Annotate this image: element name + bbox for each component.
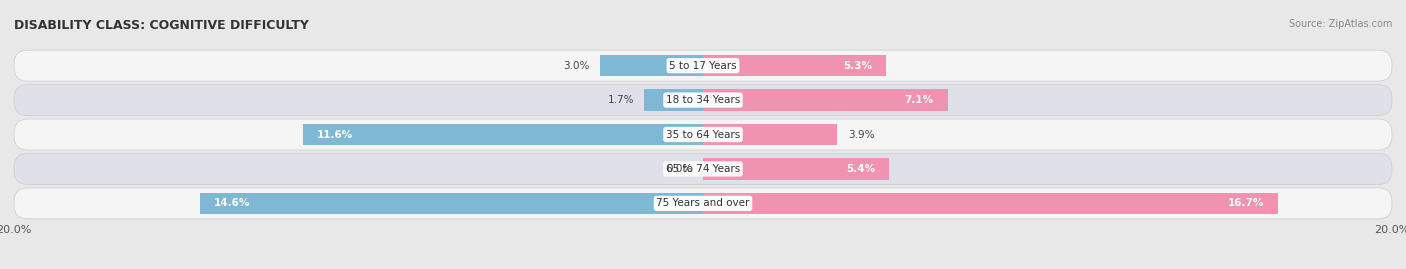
Bar (703, 124, 838, 145)
Text: Source: ZipAtlas.com: Source: ZipAtlas.com (1288, 19, 1392, 29)
Text: 5.4%: 5.4% (846, 164, 875, 174)
FancyBboxPatch shape (14, 84, 1392, 116)
Text: 11.6%: 11.6% (318, 129, 353, 140)
Legend: Male, Female: Male, Female (644, 268, 762, 269)
Text: 7.1%: 7.1% (904, 95, 934, 105)
Text: 5.3%: 5.3% (842, 61, 872, 71)
Text: 65 to 74 Years: 65 to 74 Years (666, 164, 740, 174)
Text: 0.0%: 0.0% (666, 164, 693, 174)
Text: 3.9%: 3.9% (848, 129, 875, 140)
Bar (703, 55, 886, 76)
Bar (644, 89, 703, 111)
Bar (599, 55, 703, 76)
Text: 1.7%: 1.7% (607, 95, 634, 105)
Bar (200, 193, 703, 214)
FancyBboxPatch shape (14, 188, 1392, 219)
Text: 35 to 64 Years: 35 to 64 Years (666, 129, 740, 140)
Text: 18 to 34 Years: 18 to 34 Years (666, 95, 740, 105)
FancyBboxPatch shape (14, 50, 1392, 81)
Text: DISABILITY CLASS: COGNITIVE DIFFICULTY: DISABILITY CLASS: COGNITIVE DIFFICULTY (14, 19, 309, 32)
FancyBboxPatch shape (14, 119, 1392, 150)
Bar (703, 193, 1278, 214)
Text: 75 Years and over: 75 Years and over (657, 198, 749, 208)
Text: 14.6%: 14.6% (214, 198, 250, 208)
Text: 3.0%: 3.0% (562, 61, 589, 71)
FancyBboxPatch shape (14, 153, 1392, 185)
Bar (304, 124, 703, 145)
Text: 5 to 17 Years: 5 to 17 Years (669, 61, 737, 71)
Text: 16.7%: 16.7% (1227, 198, 1264, 208)
Bar (703, 158, 889, 180)
Bar (703, 89, 948, 111)
